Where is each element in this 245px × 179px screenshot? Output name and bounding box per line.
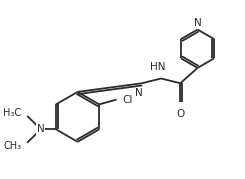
Text: Cl: Cl: [122, 95, 133, 105]
Text: HN: HN: [150, 62, 166, 72]
Text: H₃C: H₃C: [3, 108, 22, 118]
Text: O: O: [176, 109, 184, 119]
Text: N: N: [194, 18, 201, 28]
Text: CH₃: CH₃: [3, 141, 22, 151]
Text: N: N: [135, 88, 143, 98]
Text: N: N: [37, 124, 45, 134]
